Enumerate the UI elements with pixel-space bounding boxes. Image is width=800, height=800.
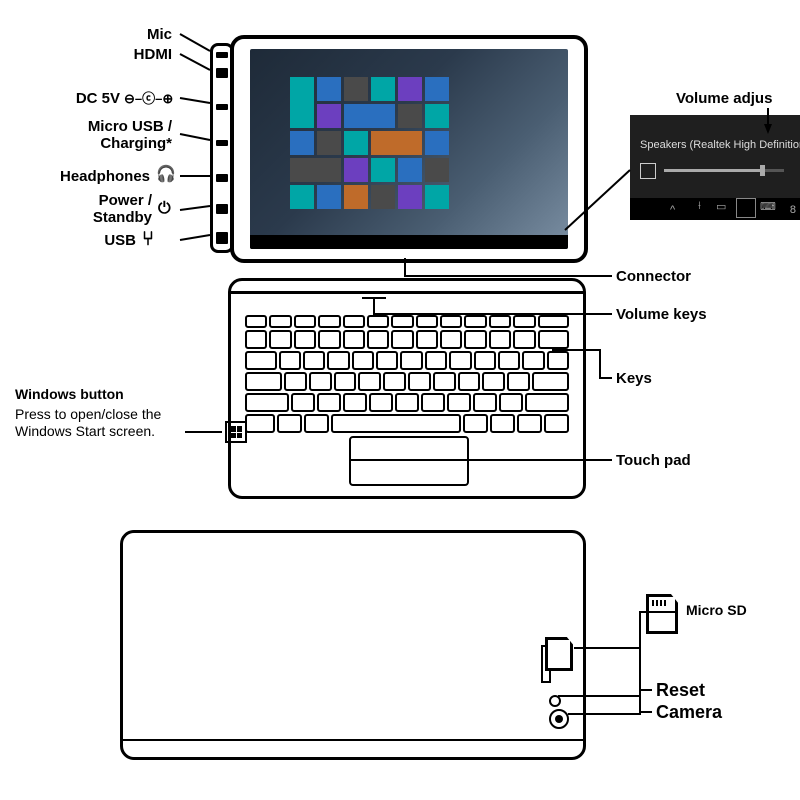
label-power: Power / Standby	[0, 192, 152, 227]
dock-hinge	[231, 291, 583, 294]
device-back	[120, 530, 586, 760]
port-headphone	[216, 174, 228, 182]
speaker-icon	[640, 163, 656, 179]
tray-keyboard-icon: ⌨	[760, 200, 778, 218]
port-dc	[216, 104, 228, 110]
label-touchpad: Touch pad	[616, 452, 691, 469]
port-microusb	[216, 140, 228, 146]
microsd-icon	[646, 594, 678, 634]
volume-popup: Speakers (Realtek High Definition Au ^ ⌨…	[630, 115, 800, 220]
tray-battery-icon: ▭	[716, 200, 734, 218]
label-dc5v: DC 5V	[0, 90, 120, 107]
windows-key-icon	[225, 421, 247, 443]
tray-volume-icon	[736, 198, 756, 218]
windows-button-desc: Windows button Press to open/close the W…	[15, 386, 185, 441]
label-connector: Connector	[616, 268, 691, 285]
touchpad[interactable]	[349, 436, 469, 486]
label-headphones: Headphones	[0, 168, 150, 185]
start-tiles	[290, 77, 449, 209]
keyboard-dock	[228, 278, 586, 499]
port-usb	[216, 232, 228, 244]
label-volumekeys: Volume keys	[616, 306, 707, 323]
taskbar	[250, 235, 568, 249]
label-usb: USB	[0, 232, 136, 249]
label-mic: Mic	[0, 26, 172, 43]
label-camera: Camera	[656, 702, 722, 723]
label-reset: Reset	[656, 680, 705, 701]
port-mic	[216, 52, 228, 58]
tablet-screen	[250, 49, 568, 249]
glyph-headphones: 🎧	[156, 164, 176, 184]
tablet	[230, 35, 588, 263]
reset-hole	[549, 695, 561, 707]
glyph-usb: ⑂	[142, 228, 154, 251]
glyph-dc: ⊖–ⓒ–⊕	[124, 88, 173, 107]
label-microsd: Micro SD	[686, 602, 747, 618]
keyboard-keys	[245, 315, 569, 433]
glyph-power: ⏻	[158, 200, 171, 218]
label-keys: Keys	[616, 370, 652, 387]
system-tray: ^ ⌨ ⟊ ▭ 8	[630, 198, 800, 220]
camera-lens	[549, 709, 569, 729]
port-power	[216, 204, 228, 214]
tray-wifi-icon: ⟊	[698, 200, 716, 218]
volume-popup-text: Speakers (Realtek High Definition Au	[640, 139, 800, 151]
sd-card-inserting	[545, 637, 573, 671]
windows-button-text: Press to open/close the Windows Start sc…	[15, 406, 185, 441]
label-hdmi: HDMI	[0, 46, 172, 63]
windows-button-title: Windows button	[15, 386, 185, 404]
label-microusb: Micro USB / Charging*	[0, 118, 172, 153]
port-hdmi	[216, 68, 228, 78]
volume-slider[interactable]	[664, 169, 784, 172]
label-volume-adjust: Volume adjus	[676, 90, 772, 107]
